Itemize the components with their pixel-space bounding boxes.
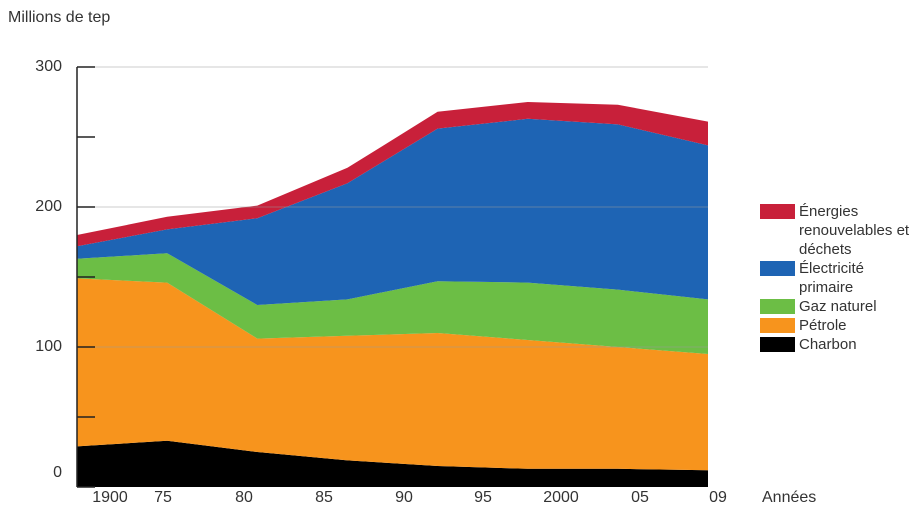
area (77, 440, 708, 487)
legend-label: Électricité primaire (799, 260, 865, 296)
legend-label: Charbon (799, 336, 857, 353)
legend-item: Pétrole (760, 316, 918, 335)
legend-item: Charbon (760, 335, 918, 354)
legend-item: Électricité primaire (760, 259, 918, 297)
y-tick-label: 0 (53, 464, 62, 481)
y-tick-label: 100 (35, 338, 62, 355)
x-tick-label: 1900 (92, 489, 128, 506)
legend-swatch (760, 318, 795, 333)
legend: Énergies renouvelables et déchets Électri… (760, 202, 918, 354)
x-axis-title: Années (762, 489, 816, 506)
legend-item: Gaz naturel (760, 297, 918, 316)
y-tick-label: 300 (35, 58, 62, 75)
x-tick-label: 80 (235, 489, 253, 506)
legend-swatch (760, 261, 795, 276)
y-tick-label: 200 (35, 198, 62, 215)
area (77, 253, 708, 354)
x-tick-label: 85 (315, 489, 333, 506)
x-tick-label: 90 (395, 489, 413, 506)
legend-label: Pétrole (799, 317, 847, 334)
legend-item: Énergies renouvelables et déchets (760, 202, 918, 259)
area (77, 118, 708, 305)
legend-swatch (760, 299, 795, 314)
x-tick-label: 05 (631, 489, 649, 506)
area (77, 278, 708, 471)
x-tick-label: 95 (474, 489, 492, 506)
x-tick-label: 09 (709, 489, 727, 506)
x-tick-label: 75 (154, 489, 172, 506)
legend-swatch (760, 204, 795, 219)
area (77, 102, 708, 247)
x-tick-label: 2000 (543, 489, 579, 506)
legend-label: Gaz naturel (799, 298, 877, 315)
y-axis-title: Millions de tep (8, 9, 110, 26)
legend-swatch (760, 337, 795, 352)
legend-label: Énergies renouvelables et déchets (799, 203, 910, 258)
